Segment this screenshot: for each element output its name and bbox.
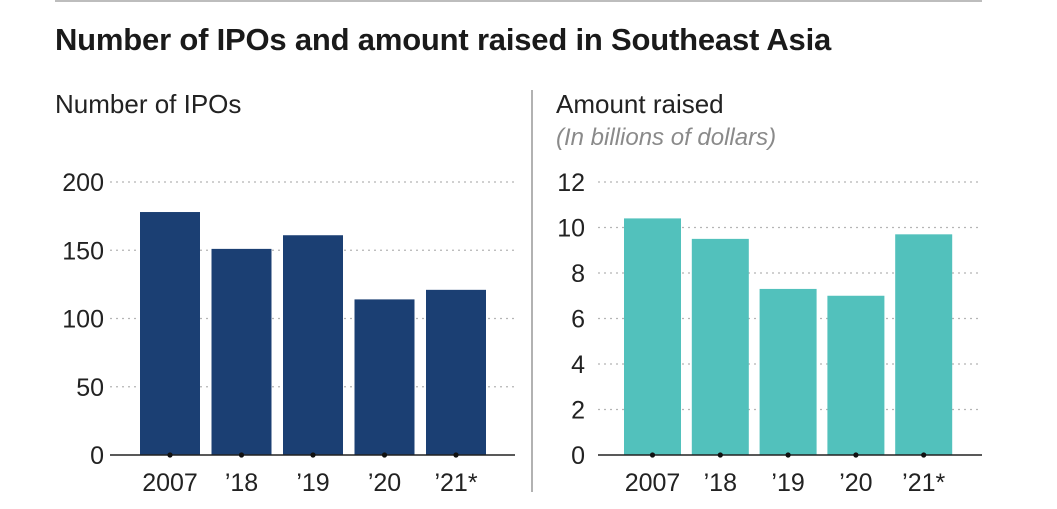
y-tick-label: 2 — [571, 397, 585, 425]
x-tick-label: 2007 — [142, 469, 198, 497]
x-tick-mark — [649, 452, 656, 458]
bar — [827, 295, 885, 455]
x-tick-mark — [785, 452, 791, 458]
x-tick-label: ’20 — [839, 469, 872, 497]
bar — [426, 289, 486, 455]
y-tick-label: 150 — [62, 237, 104, 265]
x-tick-mark — [381, 452, 388, 458]
x-tick-label: ’20 — [368, 469, 401, 497]
x-tick-label: ’19 — [771, 469, 804, 497]
x-tick-mark — [717, 452, 723, 458]
x-tick-mark — [921, 452, 927, 458]
x-tick-label: ’18 — [225, 469, 258, 497]
x-tick-label: ’19 — [296, 469, 329, 497]
x-tick-label: ’21* — [902, 469, 945, 497]
y-tick-label: 0 — [571, 442, 585, 470]
x-tick-mark — [853, 452, 859, 458]
bar — [354, 299, 415, 455]
bar — [759, 288, 817, 455]
top-rule — [55, 0, 982, 2]
x-tick-mark — [167, 452, 173, 458]
bar — [691, 238, 749, 455]
x-tick-label: 2007 — [625, 469, 681, 497]
y-tick-label: 8 — [571, 260, 585, 288]
panel-subtitle: (In billions of dollars) — [556, 124, 776, 151]
bar — [895, 234, 953, 455]
bar — [283, 235, 343, 455]
y-tick-label: 12 — [557, 169, 585, 197]
y-tick-label: 4 — [571, 351, 585, 379]
y-tick-label: 6 — [571, 306, 585, 334]
panel-title: Amount raised — [556, 89, 724, 119]
chart-title: Number of IPOs and amount raised in Sout… — [55, 22, 832, 57]
y-tick-label: 10 — [557, 215, 585, 243]
x-tick-label: ’18 — [704, 469, 737, 497]
x-tick-mark — [310, 452, 316, 458]
amount-raised-panel: Amount raised (In billions of dollars) 0 2 4… — [556, 89, 982, 497]
bar — [140, 212, 200, 455]
ipo-count-panel: Number of IPOs 0 50 100 150 200 2007 ’18 ’19 ’20 ’… — [55, 89, 515, 497]
x-tick-mark — [453, 452, 459, 458]
bar — [211, 248, 272, 455]
x-tick-label: ’21* — [434, 469, 477, 497]
x-tick-mark — [238, 452, 245, 458]
y-tick-label: 50 — [76, 374, 104, 402]
y-tick-label: 100 — [62, 306, 104, 334]
bar — [624, 218, 681, 455]
y-tick-label: 200 — [62, 169, 104, 197]
panel-title: Number of IPOs — [55, 89, 241, 119]
y-tick-label: 0 — [90, 442, 104, 470]
